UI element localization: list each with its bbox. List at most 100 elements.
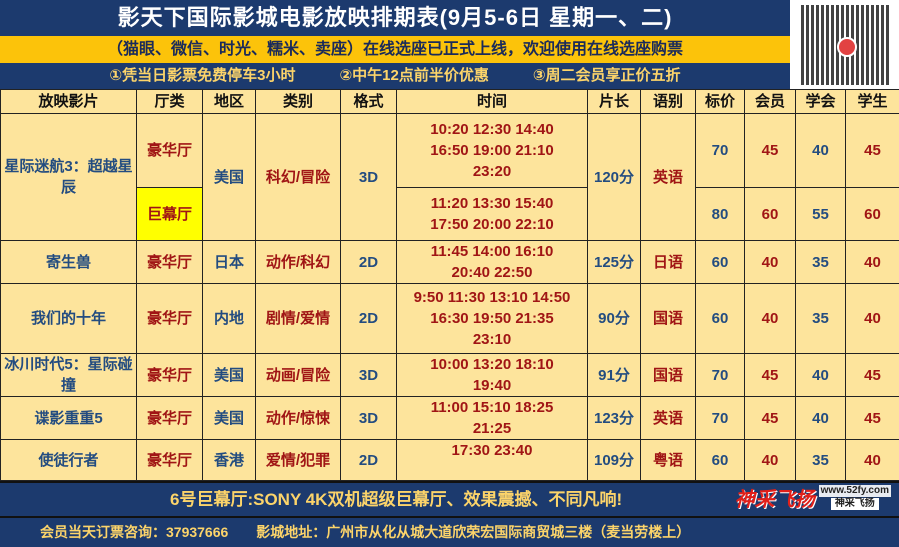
hall: 豪华厅 bbox=[137, 397, 203, 440]
header-price: 标价 bbox=[696, 90, 745, 114]
language: 国语 bbox=[641, 284, 696, 354]
region: 香港 bbox=[203, 440, 256, 481]
page-title: 影天下国际影城电影放映排期表(9月5-6日 星期一、二) bbox=[0, 0, 790, 36]
p3-price: 35 bbox=[796, 284, 846, 354]
region: 美国 bbox=[203, 114, 256, 241]
hall: 豪华厅 bbox=[137, 241, 203, 284]
student-price: 60 bbox=[846, 188, 899, 241]
price: 80 bbox=[696, 188, 745, 241]
student-price: 40 bbox=[846, 440, 899, 481]
header-region: 地区 bbox=[203, 90, 256, 114]
qr-code-icon bbox=[801, 5, 889, 85]
header-student: 学生 bbox=[846, 90, 899, 114]
footer: 6号巨幕厅:SONY 4K双机超级巨幕厅、效果震撼、不同凡响! 会员当天订票咨询… bbox=[0, 481, 899, 547]
genre: 动作/惊悚 bbox=[256, 397, 341, 440]
format: 2D bbox=[341, 241, 397, 284]
student-price: 40 bbox=[846, 284, 899, 354]
header-length: 片长 bbox=[588, 90, 641, 114]
table-row: 星际迷航3：超越星辰 豪华厅 美国 科幻/冒险 3D 10:20 12:30 1… bbox=[1, 114, 899, 188]
genre: 科幻/冒险 bbox=[256, 114, 341, 241]
showtimes: 9:50 11:30 13:10 14:50 16:30 19:50 21:35… bbox=[397, 284, 588, 354]
price: 60 bbox=[696, 284, 745, 354]
movie-name: 星际迷航3：超越星辰 bbox=[1, 114, 137, 241]
length: 123分 bbox=[588, 397, 641, 440]
format: 3D bbox=[341, 397, 397, 440]
region: 美国 bbox=[203, 354, 256, 397]
p3-price: 40 bbox=[796, 114, 846, 188]
showtimes: 11:45 14:00 16:10 20:40 22:50 bbox=[397, 241, 588, 284]
language: 日语 bbox=[641, 241, 696, 284]
header-format: 格式 bbox=[341, 90, 397, 114]
header-hall: 厅类 bbox=[137, 90, 203, 114]
header-movie: 放映影片 bbox=[1, 90, 137, 114]
showtimes: 11:00 15:10 18:25 21:25 bbox=[397, 397, 588, 440]
header-member: 会员 bbox=[745, 90, 796, 114]
main-content: 放映影片 厅类 地区 类别 格式 时间 片长 语别 标价 会员 学会 学生 星际… bbox=[0, 89, 899, 547]
promo-half-price: ②中午12点前半价优惠 bbox=[339, 63, 488, 89]
language: 英语 bbox=[641, 114, 696, 241]
member-price: 40 bbox=[745, 440, 796, 481]
p3-price: 35 bbox=[796, 440, 846, 481]
language: 国语 bbox=[641, 354, 696, 397]
region: 日本 bbox=[203, 241, 256, 284]
price: 60 bbox=[696, 440, 745, 481]
p3-price: 55 bbox=[796, 188, 846, 241]
hall: 豪华厅 bbox=[137, 354, 203, 397]
watermark-logo: 神采飞扬 www.52fy.com 神采飞扬 bbox=[751, 481, 891, 514]
showtimes: 10:20 12:30 14:40 16:50 19:00 21:10 23:2… bbox=[397, 114, 588, 188]
member-price: 45 bbox=[745, 114, 796, 188]
length: 90分 bbox=[588, 284, 641, 354]
hall: 巨幕厅 bbox=[137, 188, 203, 241]
header-p3: 学会 bbox=[796, 90, 846, 114]
member-price: 45 bbox=[745, 354, 796, 397]
member-price: 40 bbox=[745, 284, 796, 354]
promo-parking: ①凭当日影票免费停车3小时 bbox=[109, 63, 295, 89]
genre: 剧情/爱情 bbox=[256, 284, 341, 354]
showtimes: 11:20 13:30 15:40 17:50 20:00 22:10 bbox=[397, 188, 588, 241]
length: 91分 bbox=[588, 354, 641, 397]
format: 2D bbox=[341, 440, 397, 481]
logo-caption: www.52fy.com 神采飞扬 bbox=[819, 485, 891, 510]
promo-tuesday: ③周二会员享正价五折 bbox=[533, 63, 681, 89]
price: 60 bbox=[696, 241, 745, 284]
contact-address: 会员当天订票咨询：37937666 影城地址：广州市从化从城大道欣荣宏国际商贸城… bbox=[0, 516, 899, 547]
logo-url: www.52fy.com bbox=[819, 485, 891, 497]
showtimes: 10:00 13:20 18:10 19:40 bbox=[397, 354, 588, 397]
header-row: 放映影片 厅类 地区 类别 格式 时间 片长 语别 标价 会员 学会 学生 bbox=[1, 90, 899, 114]
p3-price: 35 bbox=[796, 241, 846, 284]
region: 内地 bbox=[203, 284, 256, 354]
hall: 豪华厅 bbox=[137, 440, 203, 481]
format: 3D bbox=[341, 114, 397, 241]
logo-sub: 神采飞扬 bbox=[831, 498, 879, 510]
movie-name: 寄生兽 bbox=[1, 241, 137, 284]
member-price: 60 bbox=[745, 188, 796, 241]
showtimes: 17:30 23:40 bbox=[397, 440, 588, 481]
p3-price: 40 bbox=[796, 397, 846, 440]
genre: 爱情/犯罪 bbox=[256, 440, 341, 481]
length: 109分 bbox=[588, 440, 641, 481]
qr-code bbox=[790, 0, 899, 89]
format: 2D bbox=[341, 284, 397, 354]
hall: 豪华厅 bbox=[137, 114, 203, 188]
promo-info-bar: ①凭当日影票免费停车3小时 ②中午12点前半价优惠 ③周二会员享正价五折 bbox=[0, 63, 790, 89]
logo-text: 神采飞扬 bbox=[735, 483, 815, 512]
header-genre: 类别 bbox=[256, 90, 341, 114]
movie-name: 我们的十年 bbox=[1, 284, 137, 354]
student-price: 40 bbox=[846, 241, 899, 284]
length: 120分 bbox=[588, 114, 641, 241]
movie-name: 谍影重重5 bbox=[1, 397, 137, 440]
movie-name: 冰川时代5：星际碰撞 bbox=[1, 354, 137, 397]
price: 70 bbox=[696, 397, 745, 440]
language: 粤语 bbox=[641, 440, 696, 481]
student-price: 45 bbox=[846, 354, 899, 397]
online-booking-notice: （猫眼、微信、时光、糯米、卖座）在线选座已正式上线，欢迎使用在线选座购票 bbox=[0, 36, 790, 63]
language: 英语 bbox=[641, 397, 696, 440]
header-time: 时间 bbox=[397, 90, 588, 114]
price: 70 bbox=[696, 114, 745, 188]
region: 美国 bbox=[203, 397, 256, 440]
